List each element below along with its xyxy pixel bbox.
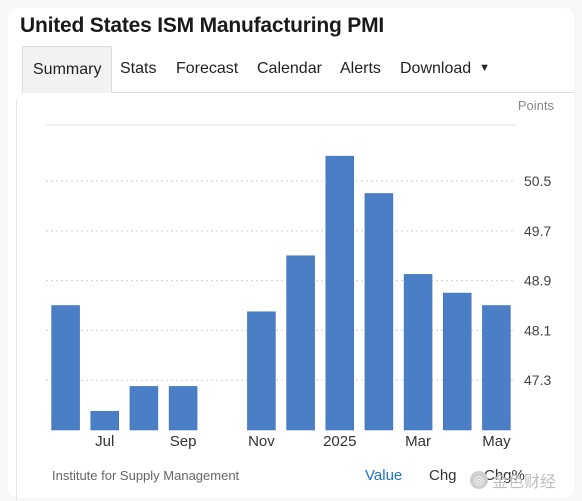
x-tick-label: Mar (405, 433, 431, 450)
bar-sep[interactable] (168, 386, 198, 431)
page-title: United States ISM Manufacturing PMI (20, 14, 385, 37)
bars (51, 155, 511, 431)
y-tick-label: 49.7 (524, 223, 551, 239)
bar-aug[interactable] (129, 386, 159, 431)
y-tick-label: 48.1 (524, 322, 551, 338)
x-tick-label: May (482, 433, 511, 450)
bar-jun[interactable] (51, 305, 80, 431)
tab-download[interactable]: Download ▼ (390, 46, 500, 91)
bar-nov[interactable] (247, 311, 276, 431)
tab-summary[interactable]: Summary (22, 46, 113, 93)
x-tick-label: Nov (248, 433, 275, 450)
chg-pct-link[interactable]: Chg% (484, 467, 525, 484)
x-tick-label: Sep (170, 433, 197, 450)
y-tick-label: 50.5 (524, 173, 551, 189)
x-tick-label: 2025 (323, 433, 356, 450)
grid-lines (46, 124, 516, 381)
chg-link[interactable]: Chg (429, 467, 457, 484)
watermark-text: 金色财经 (492, 474, 557, 491)
card-left-border (16, 100, 17, 500)
caret-down-icon: ▼ (479, 62, 491, 74)
tab-stats[interactable]: Stats (120, 60, 157, 77)
tab-forecast[interactable]: Forecast (176, 60, 239, 77)
y-tick-labels: 47.3 48.1 48.9 49.7 50.5 (524, 173, 551, 388)
y-tick-label: 47.3 (524, 372, 551, 388)
bar-dec[interactable] (286, 255, 315, 431)
bar-may[interactable] (482, 305, 511, 431)
tab-calendar[interactable]: Calendar (257, 60, 322, 77)
y-axis-unit-label: Points (518, 98, 555, 113)
bar-feb[interactable] (364, 193, 394, 431)
y-tick-label: 48.9 (524, 273, 551, 289)
tab-alerts[interactable]: Alerts (340, 60, 381, 77)
source-label: Institute for Supply Management (52, 468, 240, 483)
bar-2025[interactable] (325, 155, 354, 431)
tab-download-label: Download (400, 60, 472, 77)
coin-logo-icon: ◎ (470, 471, 488, 489)
x-tick-labels: Jul Sep Nov 2025 Mar May (95, 433, 511, 450)
watermark: ◎ 金色财经 (470, 468, 556, 492)
tab-bar: Summary Stats Forecast Calendar Alerts D… (22, 46, 574, 93)
bar-mar[interactable] (403, 274, 433, 431)
x-tick-label: Jul (95, 433, 114, 450)
bar-jul[interactable] (90, 411, 119, 431)
value-link[interactable]: Value (365, 467, 403, 484)
bar-apr[interactable] (443, 292, 472, 431)
